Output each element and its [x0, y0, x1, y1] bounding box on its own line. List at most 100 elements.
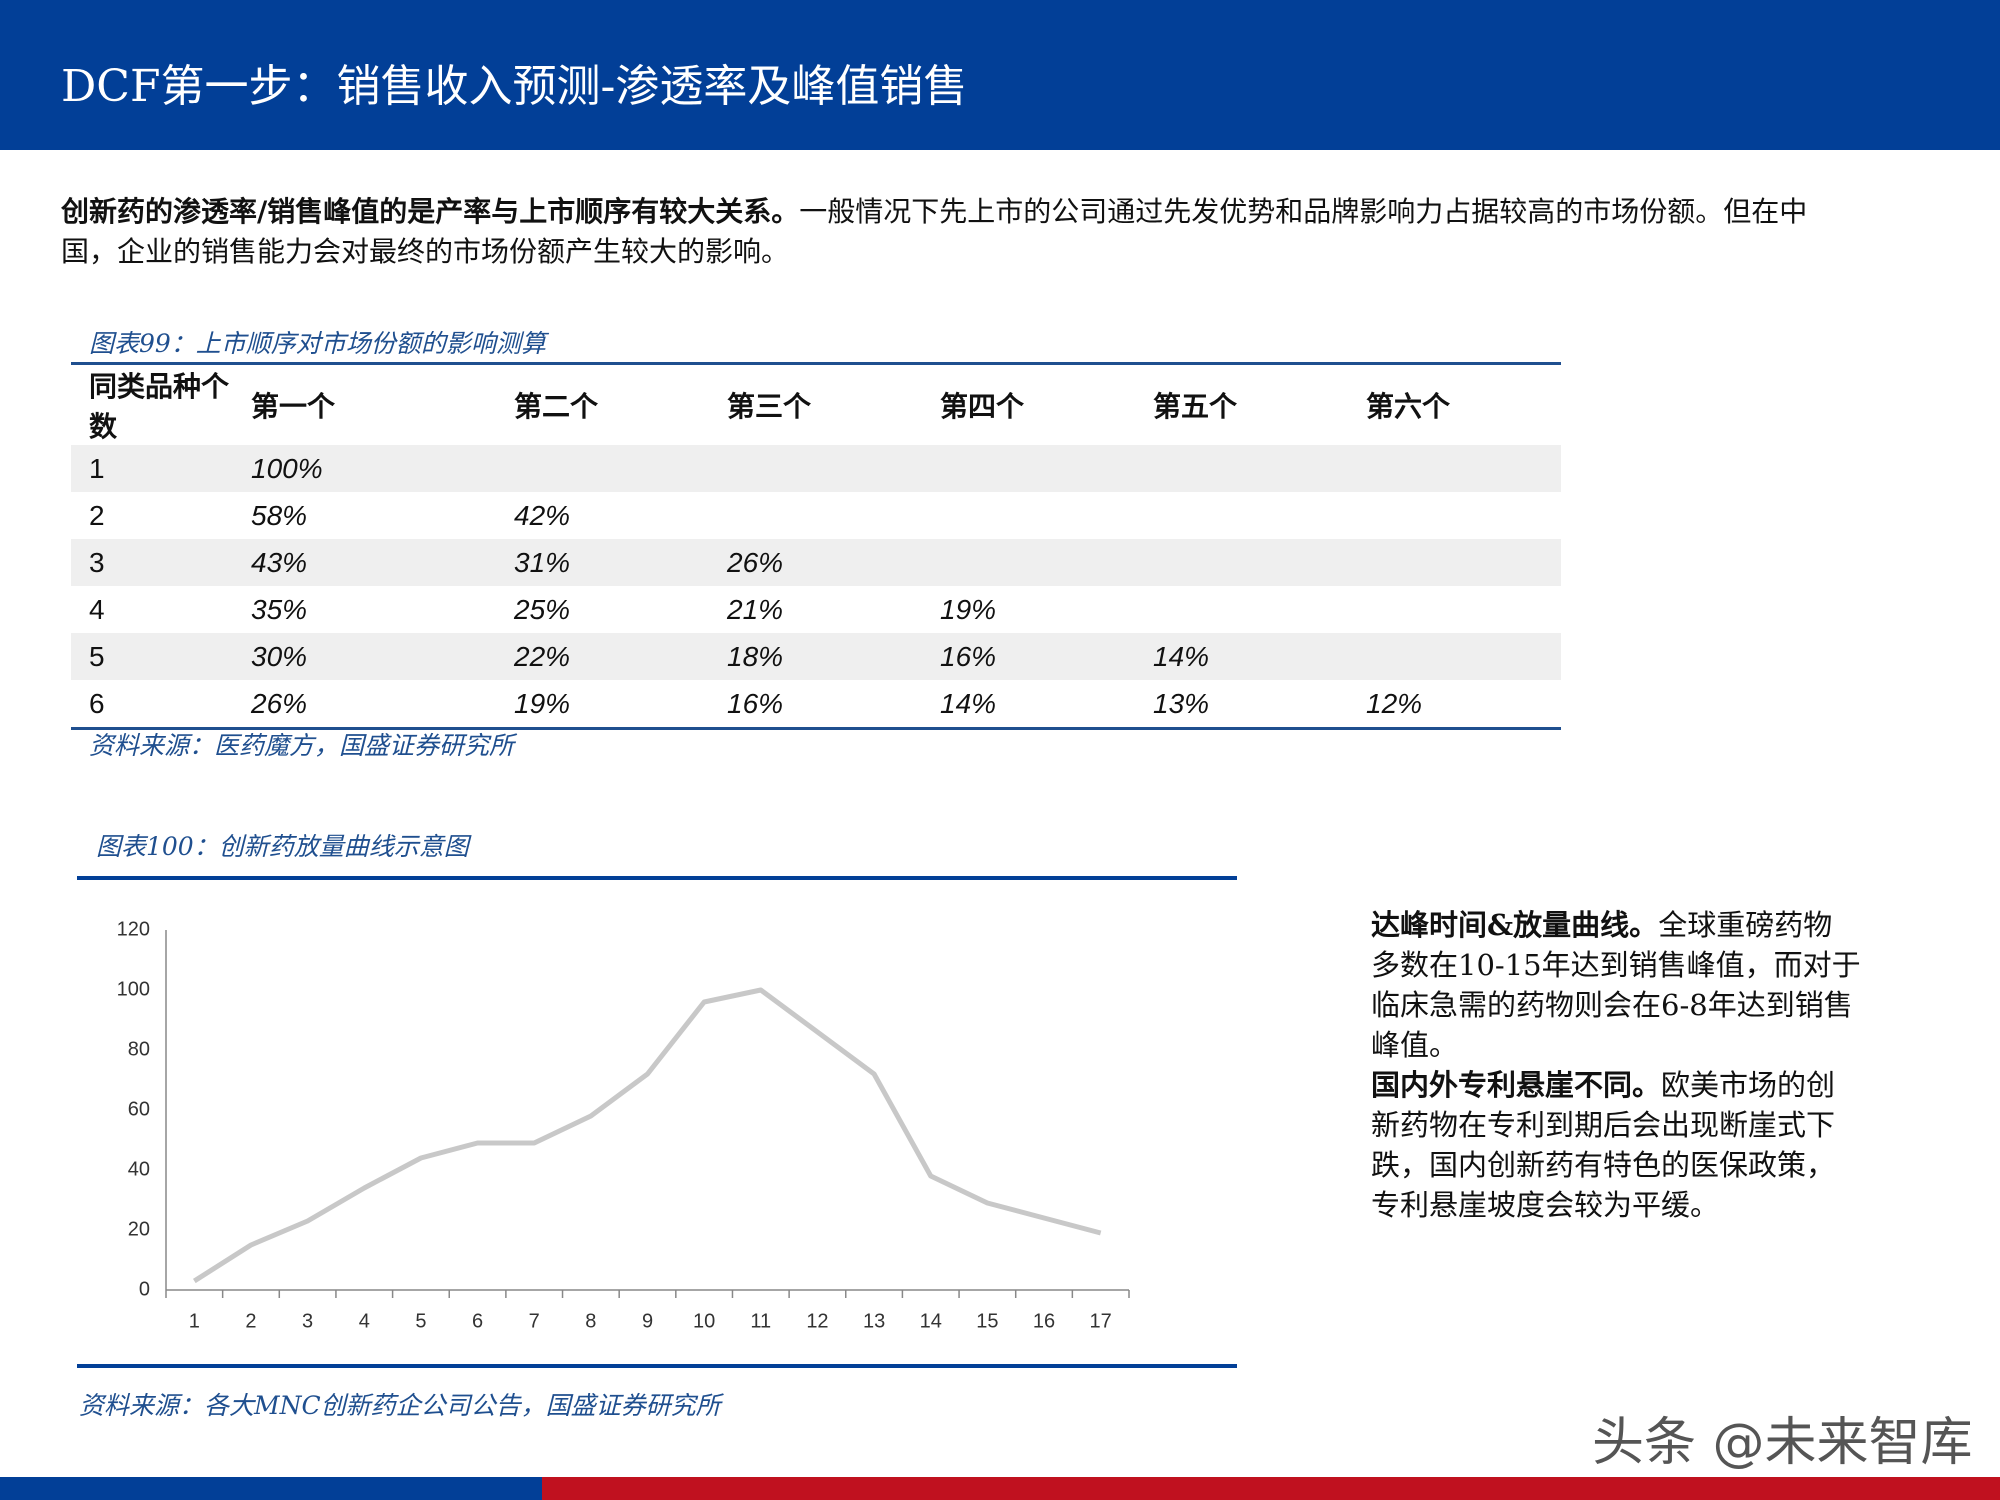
cell: 18%	[709, 633, 922, 680]
table-row: 3 43% 31% 26%	[71, 539, 1561, 586]
header-cell: 第二个	[496, 362, 709, 445]
intro-text: 创新药的渗透率/销售峰值的是产率与上市顺序有较大关系。一般情况下先上市的公司通过…	[61, 192, 1821, 272]
cell: 14%	[922, 680, 1135, 730]
cell: 19%	[496, 680, 709, 730]
rule	[77, 1364, 1237, 1368]
side-text: 达峰时间&放量曲线。全球重磅药物多数在10-15年达到销售峰值，而对于临床急需的…	[1371, 905, 1861, 1225]
empty-cell	[922, 539, 1135, 586]
cell: 22%	[496, 633, 709, 680]
cell: 30%	[233, 633, 496, 680]
table-source: 资料来源：医药魔方，国盛证券研究所	[89, 731, 515, 760]
empty-cell	[922, 445, 1135, 492]
cell: 25%	[514, 593, 571, 625]
side-paragraph: 达峰时间&放量曲线。全球重磅药物多数在10-15年达到销售峰值，而对于临床急需的…	[1371, 905, 1861, 1065]
header-band	[0, 0, 2000, 150]
x-tick-label: 10	[693, 1310, 715, 1332]
table-header: 同类品种个数 第一个 第二个 第三个 第四个 第五个 第六个	[71, 362, 1561, 445]
empty-cell	[922, 492, 1135, 539]
y-tick-label: 100	[117, 978, 150, 1000]
x-tick-label: 8	[585, 1310, 596, 1332]
header-cell: 第一个	[233, 362, 496, 445]
y-tick-label: 40	[128, 1158, 150, 1180]
line	[192, 987, 1102, 1284]
cell: 1	[71, 445, 233, 492]
x-tick-label: 2	[245, 1310, 256, 1332]
cell: 16%	[709, 680, 922, 730]
cell: 2	[89, 499, 105, 531]
empty-cell	[1348, 445, 1561, 492]
y-tick-label: 0	[139, 1278, 150, 1300]
cell: 58%	[251, 499, 308, 531]
side-body: 全球重磅药物多数在10-15年达到销售峰值，而对于临床急需的药物则会在6-8年达…	[1371, 908, 1861, 1062]
cell: 19%	[940, 593, 997, 625]
intro-lead: 创新药的渗透率/销售峰值的是产率与上市顺序有较大关系。	[61, 195, 800, 228]
cell: 5	[71, 633, 233, 680]
side-lead: 达峰时间&放量曲线。	[1371, 908, 1659, 942]
header-cell: 第五个	[1135, 362, 1348, 445]
cell: 26%	[709, 539, 922, 586]
empty-cell	[709, 492, 922, 539]
share-table: 同类品种个数 第一个 第二个 第三个 第四个 第五个 第六个 1 100% 2 58% 42% 3 43…	[71, 362, 1561, 730]
x-tick-label: 16	[1033, 1310, 1055, 1332]
footer-bar	[0, 1477, 542, 1500]
table-row: 6 26% 19% 16% 14% 13% 12%	[71, 680, 1561, 730]
intro-body: 一般情况下先上市的公司通过先发优势和品牌影响力占据较高的市场份额。但在中国，企业…	[61, 195, 1808, 268]
empty-cell	[1135, 586, 1348, 633]
y-tick-label: 120	[117, 918, 150, 940]
cell: 21%	[727, 593, 784, 625]
cell: 26%	[233, 680, 496, 730]
x-tick-label: 5	[415, 1310, 426, 1332]
header-cell: 同类品种个数	[71, 362, 233, 445]
empty-cell	[1348, 492, 1561, 539]
chart-caption: 图表100：创新药放量曲线示意图	[96, 832, 469, 861]
x-tick-label: 3	[302, 1310, 313, 1332]
x-tick-label: 12	[806, 1310, 828, 1332]
watermark: 头条 @未来智库	[1592, 1413, 1973, 1473]
table-body: 1 100% 2 58% 42% 3 43% 31% 26% 4 35% 25% 21% 19% 5 30% 2…	[71, 445, 1561, 730]
cell: 43%	[233, 539, 496, 586]
side-body: 欧美市场的创新药物在专利到期后会出现断崖式下跌，国内创新药有特色的医保政策，专利…	[1371, 1068, 1836, 1222]
cell: 42%	[514, 499, 571, 531]
table-row: 4 35% 25% 21% 19%	[71, 586, 1561, 633]
x-tick-label: 9	[642, 1310, 653, 1332]
cell: 14%	[1135, 633, 1348, 680]
table-row: 2 58% 42%	[71, 492, 1561, 539]
x-tick-label: 13	[863, 1310, 885, 1332]
x-tick-label: 14	[920, 1310, 942, 1332]
table-caption: 图表99：上市顺序对市场份额的影响测算	[89, 329, 546, 358]
x-tick-label: 1	[189, 1310, 200, 1332]
side-lead: 国内外专利悬崖不同。	[1371, 1068, 1662, 1102]
empty-cell	[1135, 492, 1348, 539]
header-cell: 第六个	[1348, 362, 1561, 445]
rule	[77, 876, 1237, 880]
header-cell: 第三个	[709, 362, 922, 445]
cell: 4	[89, 593, 105, 625]
empty-cell	[1348, 539, 1561, 586]
x-tick-label: 17	[1090, 1310, 1112, 1332]
header-cell: 第四个	[922, 362, 1135, 445]
side-paragraph: 国内外专利悬崖不同。欧美市场的创新药物在专利到期后会出现断崖式下跌，国内创新药有…	[1371, 1065, 1861, 1225]
x-tick-label: 15	[976, 1310, 998, 1332]
empty-cell	[1135, 445, 1348, 492]
cell: 16%	[922, 633, 1135, 680]
y-tick-label: 20	[128, 1218, 150, 1240]
cell: 35%	[251, 593, 308, 625]
empty-cell	[709, 445, 922, 492]
empty-cell	[1348, 633, 1561, 680]
y-tick-label: 60	[128, 1098, 150, 1120]
x-tick-label: 11	[750, 1310, 771, 1332]
cell: 3	[71, 539, 233, 586]
empty-cell	[1135, 539, 1348, 586]
footer-bar	[542, 1477, 2000, 1500]
chart-source: 资料来源：各大MNC创新药企公司公告，国盛证券研究所	[79, 1391, 721, 1420]
x-tick-label: 4	[359, 1310, 370, 1332]
cell: 13%	[1135, 680, 1348, 730]
cell: 100%	[233, 445, 496, 492]
empty-cell	[1348, 586, 1561, 633]
cell: 6	[71, 680, 233, 730]
y-tick-label: 80	[128, 1038, 150, 1060]
table-row: 1 100%	[71, 445, 1561, 492]
x-tick-label: 7	[529, 1310, 540, 1332]
